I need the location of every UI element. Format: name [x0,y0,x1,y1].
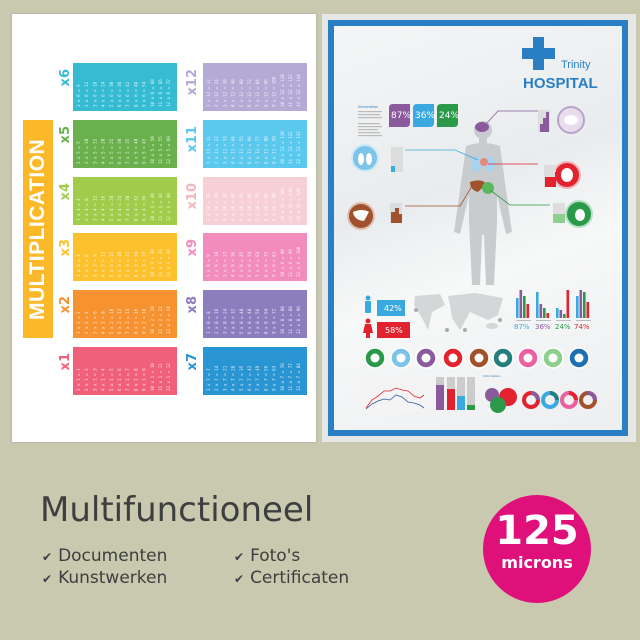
tooth-icon-glyph [498,353,508,363]
info-label: Information [358,105,378,109]
bar-caption [536,320,551,321]
bar-stat-24: 24% [555,323,571,331]
bar-stat-74: 74% [574,323,590,331]
bar-caption [516,320,531,321]
feature-kunstwerken: ✔ Kunstwerken [42,568,167,588]
apple-icon-glyph [574,353,584,363]
stat-87: 87% [391,111,411,121]
bar [539,304,543,318]
bar [576,296,579,318]
bar [543,308,546,318]
callout-lines [405,110,550,207]
medical-cross-icon [522,37,555,70]
thickness-badge: 125 microns [483,495,591,603]
feature-certificaten: ✔ Certificaten [234,568,349,588]
liver-icon-glyph [474,353,484,363]
female-icon [363,318,373,338]
bar [516,298,519,318]
feature-fotos: ✔ Foto's [234,546,300,566]
female-percentage: 58% [385,326,403,335]
donut-segment [587,391,597,401]
checkmark-icon: ✔ [234,550,245,564]
bar-groups [516,290,591,321]
stomach-icon-glyph [370,353,380,363]
bar-caption [576,320,591,321]
feature-label: Foto's [250,546,301,566]
bar [546,313,550,318]
lungs-icon [351,144,379,172]
info-text-lines [358,111,382,137]
column-chart [436,377,475,410]
brand-main: HOSPITAL [523,75,598,92]
checkmark-icon: ✔ [42,572,53,586]
feature-label: Documenten [58,546,168,566]
heart-love-icon-glyph [523,353,533,363]
checkmark-icon: ✔ [234,572,245,586]
venn-diagram [485,388,517,413]
health-icon-row [364,347,590,369]
bar [559,310,563,318]
male-icon [365,295,371,313]
donut-segment [530,391,540,401]
line-chart [362,376,426,412]
bar-stat-87: 87% [514,323,530,331]
feature-label: Certificaten [250,568,350,588]
donut-charts [522,391,597,409]
brand-top: Trinity [561,59,591,71]
human-body-silhouette [454,121,512,285]
stat-24: 24% [439,111,459,121]
multiplication-banner: MULTIPLICATION [23,120,53,338]
bar [563,314,566,318]
mini-grids [390,110,565,223]
brain-icon-glyph [421,353,431,363]
bar-stat-36: 36% [535,323,551,331]
bar [556,308,559,318]
bar [586,302,590,318]
bar-caption [556,320,571,321]
checkmark-icon: ✔ [42,550,53,564]
stat-36: 36% [415,111,435,121]
feature-documenten: ✔ Documenten [42,546,167,566]
feature-label: Kunstwerken [58,568,168,588]
male-percentage: 42% [384,304,402,313]
footer-title: Multifunctioneel [40,490,314,530]
times-table-11: 1 x 11 = 11 2 x 11 = 22 3 x 11 = 33 4 x 11 … [203,120,307,168]
lungs-icon-glyph [396,353,406,363]
times-table-12: 1 x 12 = 12 2 x 12 = 24 3 x 12 = 36 4 x 12 … [203,63,307,111]
bar [536,292,539,318]
bar [583,292,586,318]
sleep-bed-icon-glyph [548,353,558,363]
donut-segment [568,391,578,401]
world-map [414,293,503,332]
badge-value: 125 [495,508,579,554]
info-label-2: Information [483,374,500,378]
bar [519,290,523,318]
bar [526,304,530,318]
donut-segment [549,391,559,401]
badge-unit: microns [501,553,573,572]
times-table-10: 1 x 10 = 10 2 x 10 = 20 3 x 10 = 30 4 x 10 … [203,177,307,225]
bar [566,290,570,318]
bar [579,290,583,318]
top-stat-boxes: 87% 36% 24% [389,104,459,127]
bar [523,296,526,318]
organ-icons [347,106,593,230]
heart-icon-glyph [448,353,458,363]
